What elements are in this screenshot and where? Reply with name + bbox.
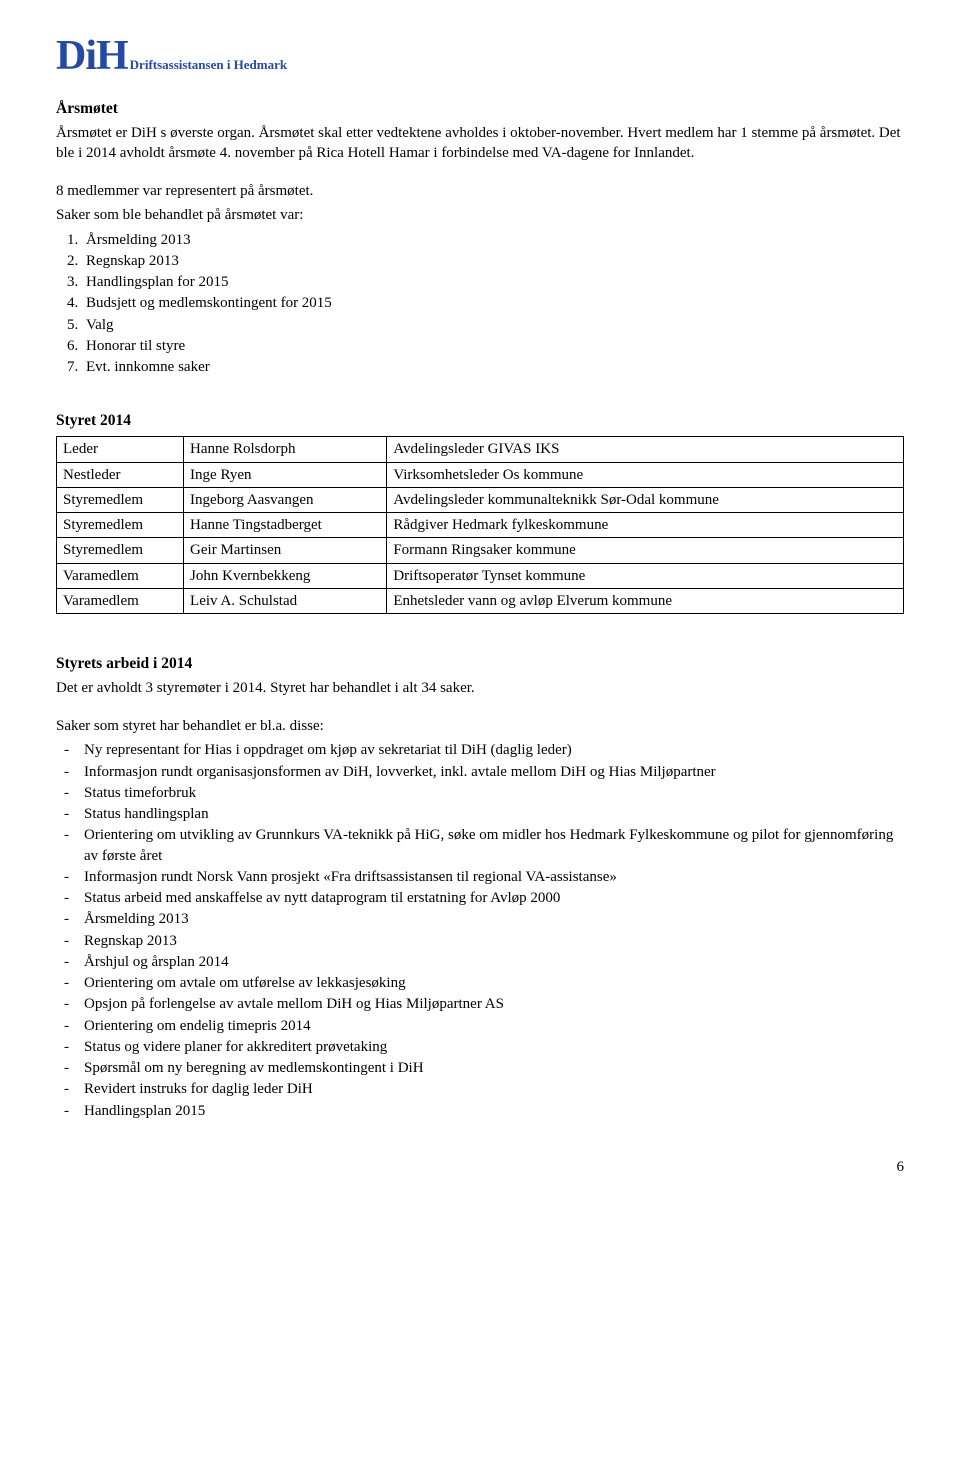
cell-position: Driftsoperatør Tynset kommune bbox=[387, 563, 904, 588]
list-item: Handlingsplan for 2015 bbox=[82, 272, 904, 292]
arsmotet-sak-list: Årsmelding 2013 Regnskap 2013 Handlingsp… bbox=[82, 230, 904, 378]
cell-role: Styremedlem bbox=[57, 487, 184, 512]
list-item: Budsjett og medlemskontingent for 2015 bbox=[82, 293, 904, 313]
page-number: 6 bbox=[56, 1157, 904, 1177]
section-title-arsmotet: Årsmøtet bbox=[56, 99, 904, 120]
table-row: Styremedlem Geir Martinsen Formann Rings… bbox=[57, 538, 904, 563]
cell-role: Leder bbox=[57, 437, 184, 462]
list-item: Årshjul og årsplan 2014 bbox=[64, 952, 904, 972]
list-item: Orientering om endelig timepris 2014 bbox=[64, 1016, 904, 1036]
list-item: Handlingsplan 2015 bbox=[64, 1101, 904, 1121]
list-item: Valg bbox=[82, 315, 904, 335]
cell-role: Varamedlem bbox=[57, 588, 184, 613]
list-item: Orientering om avtale om utførelse av le… bbox=[64, 973, 904, 993]
list-item: Ny representant for Hias i oppdraget om … bbox=[64, 740, 904, 760]
cell-name: Inge Ryen bbox=[184, 462, 387, 487]
logo: DiHDriftsassistansen i Hedmark bbox=[56, 28, 904, 85]
cell-role: Styremedlem bbox=[57, 538, 184, 563]
board-table: Leder Hanne Rolsdorph Avdelingsleder GIV… bbox=[56, 436, 904, 614]
cell-position: Rådgiver Hedmark fylkeskommune bbox=[387, 513, 904, 538]
table-row: Nestleder Inge Ryen Virksomhetsleder Os … bbox=[57, 462, 904, 487]
list-item: Status timeforbruk bbox=[64, 783, 904, 803]
cell-name: Geir Martinsen bbox=[184, 538, 387, 563]
cell-position: Avdelingsleder kommunalteknikk Sør-Odal … bbox=[387, 487, 904, 512]
list-item: Revidert instruks for daglig leder DiH bbox=[64, 1079, 904, 1099]
cell-role: Nestleder bbox=[57, 462, 184, 487]
paragraph: 8 medlemmer var representert på årsmøtet… bbox=[56, 181, 904, 201]
list-item: Evt. innkomne saker bbox=[82, 357, 904, 377]
table-row: Varamedlem Leiv A. Schulstad Enhetsleder… bbox=[57, 588, 904, 613]
cell-name: Hanne Tingstadberget bbox=[184, 513, 387, 538]
logo-sub-text: Driftsassistansen i Hedmark bbox=[130, 57, 287, 72]
table-row: Styremedlem Hanne Tingstadberget Rådgive… bbox=[57, 513, 904, 538]
list-item: Informasjon rundt Norsk Vann prosjekt «F… bbox=[64, 867, 904, 887]
cell-name: Hanne Rolsdorph bbox=[184, 437, 387, 462]
list-item: Årsmelding 2013 bbox=[64, 909, 904, 929]
list-item: Regnskap 2013 bbox=[64, 931, 904, 951]
paragraph: Årsmøtet er DiH s øverste organ. Årsmøte… bbox=[56, 123, 904, 164]
paragraph: Saker som ble behandlet på årsmøtet var: bbox=[56, 205, 904, 225]
cell-name: Ingeborg Aasvangen bbox=[184, 487, 387, 512]
section-title-styret: Styret 2014 bbox=[56, 411, 904, 432]
list-item: Status handlingsplan bbox=[64, 804, 904, 824]
paragraph: Det er avholdt 3 styremøter i 2014. Styr… bbox=[56, 678, 904, 698]
list-item: Spørsmål om ny beregning av medlemskonti… bbox=[64, 1058, 904, 1078]
cell-name: Leiv A. Schulstad bbox=[184, 588, 387, 613]
logo-main-text: DiH bbox=[56, 33, 128, 79]
cell-name: John Kvernbekkeng bbox=[184, 563, 387, 588]
list-item: Status og videre planer for akkreditert … bbox=[64, 1037, 904, 1057]
list-item: Status arbeid med anskaffelse av nytt da… bbox=[64, 888, 904, 908]
list-item: Informasjon rundt organisasjonsformen av… bbox=[64, 762, 904, 782]
list-item: Årsmelding 2013 bbox=[82, 230, 904, 250]
paragraph: Saker som styret har behandlet er bl.a. … bbox=[56, 716, 904, 736]
table-row: Leder Hanne Rolsdorph Avdelingsleder GIV… bbox=[57, 437, 904, 462]
table-row: Varamedlem John Kvernbekkeng Driftsopera… bbox=[57, 563, 904, 588]
list-item: Orientering om utvikling av Grunnkurs VA… bbox=[64, 825, 904, 866]
table-row: Styremedlem Ingeborg Aasvangen Avdelings… bbox=[57, 487, 904, 512]
cell-role: Varamedlem bbox=[57, 563, 184, 588]
cell-position: Enhetsleder vann og avløp Elverum kommun… bbox=[387, 588, 904, 613]
list-item: Opsjon på forlengelse av avtale mellom D… bbox=[64, 994, 904, 1014]
cell-position: Formann Ringsaker kommune bbox=[387, 538, 904, 563]
list-item: Honorar til styre bbox=[82, 336, 904, 356]
cell-role: Styremedlem bbox=[57, 513, 184, 538]
styrets-saker-list: Ny representant for Hias i oppdraget om … bbox=[64, 740, 904, 1121]
list-item: Regnskap 2013 bbox=[82, 251, 904, 271]
cell-position: Virksomhetsleder Os kommune bbox=[387, 462, 904, 487]
cell-position: Avdelingsleder GIVAS IKS bbox=[387, 437, 904, 462]
section-title-styrets-arbeid: Styrets arbeid i 2014 bbox=[56, 654, 904, 675]
